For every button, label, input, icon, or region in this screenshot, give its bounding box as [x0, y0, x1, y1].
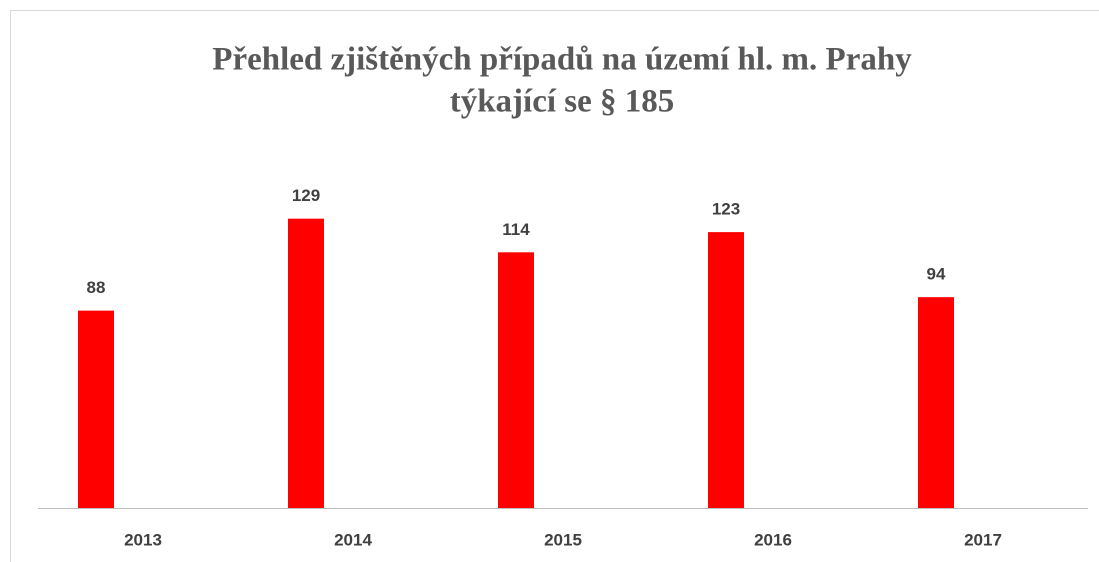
data-label: 114 [502, 220, 530, 239]
bar [918, 297, 954, 508]
data-label: 129 [292, 186, 320, 205]
bar [288, 218, 324, 508]
chart-title: týkající se § 185 [450, 84, 675, 120]
chart-frame [10, 10, 1099, 562]
x-tick-label: 2013 [124, 530, 162, 549]
bar [708, 232, 744, 508]
x-tick-label: 2014 [334, 530, 372, 549]
bar [78, 310, 114, 508]
x-tick-label: 2017 [964, 530, 1002, 549]
chart-title: Přehled zjištěných případů na území hl. … [212, 42, 912, 78]
data-label: 123 [712, 200, 740, 219]
x-tick-label: 2016 [754, 530, 792, 549]
data-label: 88 [87, 278, 106, 297]
bar [498, 252, 534, 508]
data-label: 94 [927, 265, 946, 284]
x-tick-label: 2015 [544, 530, 582, 549]
